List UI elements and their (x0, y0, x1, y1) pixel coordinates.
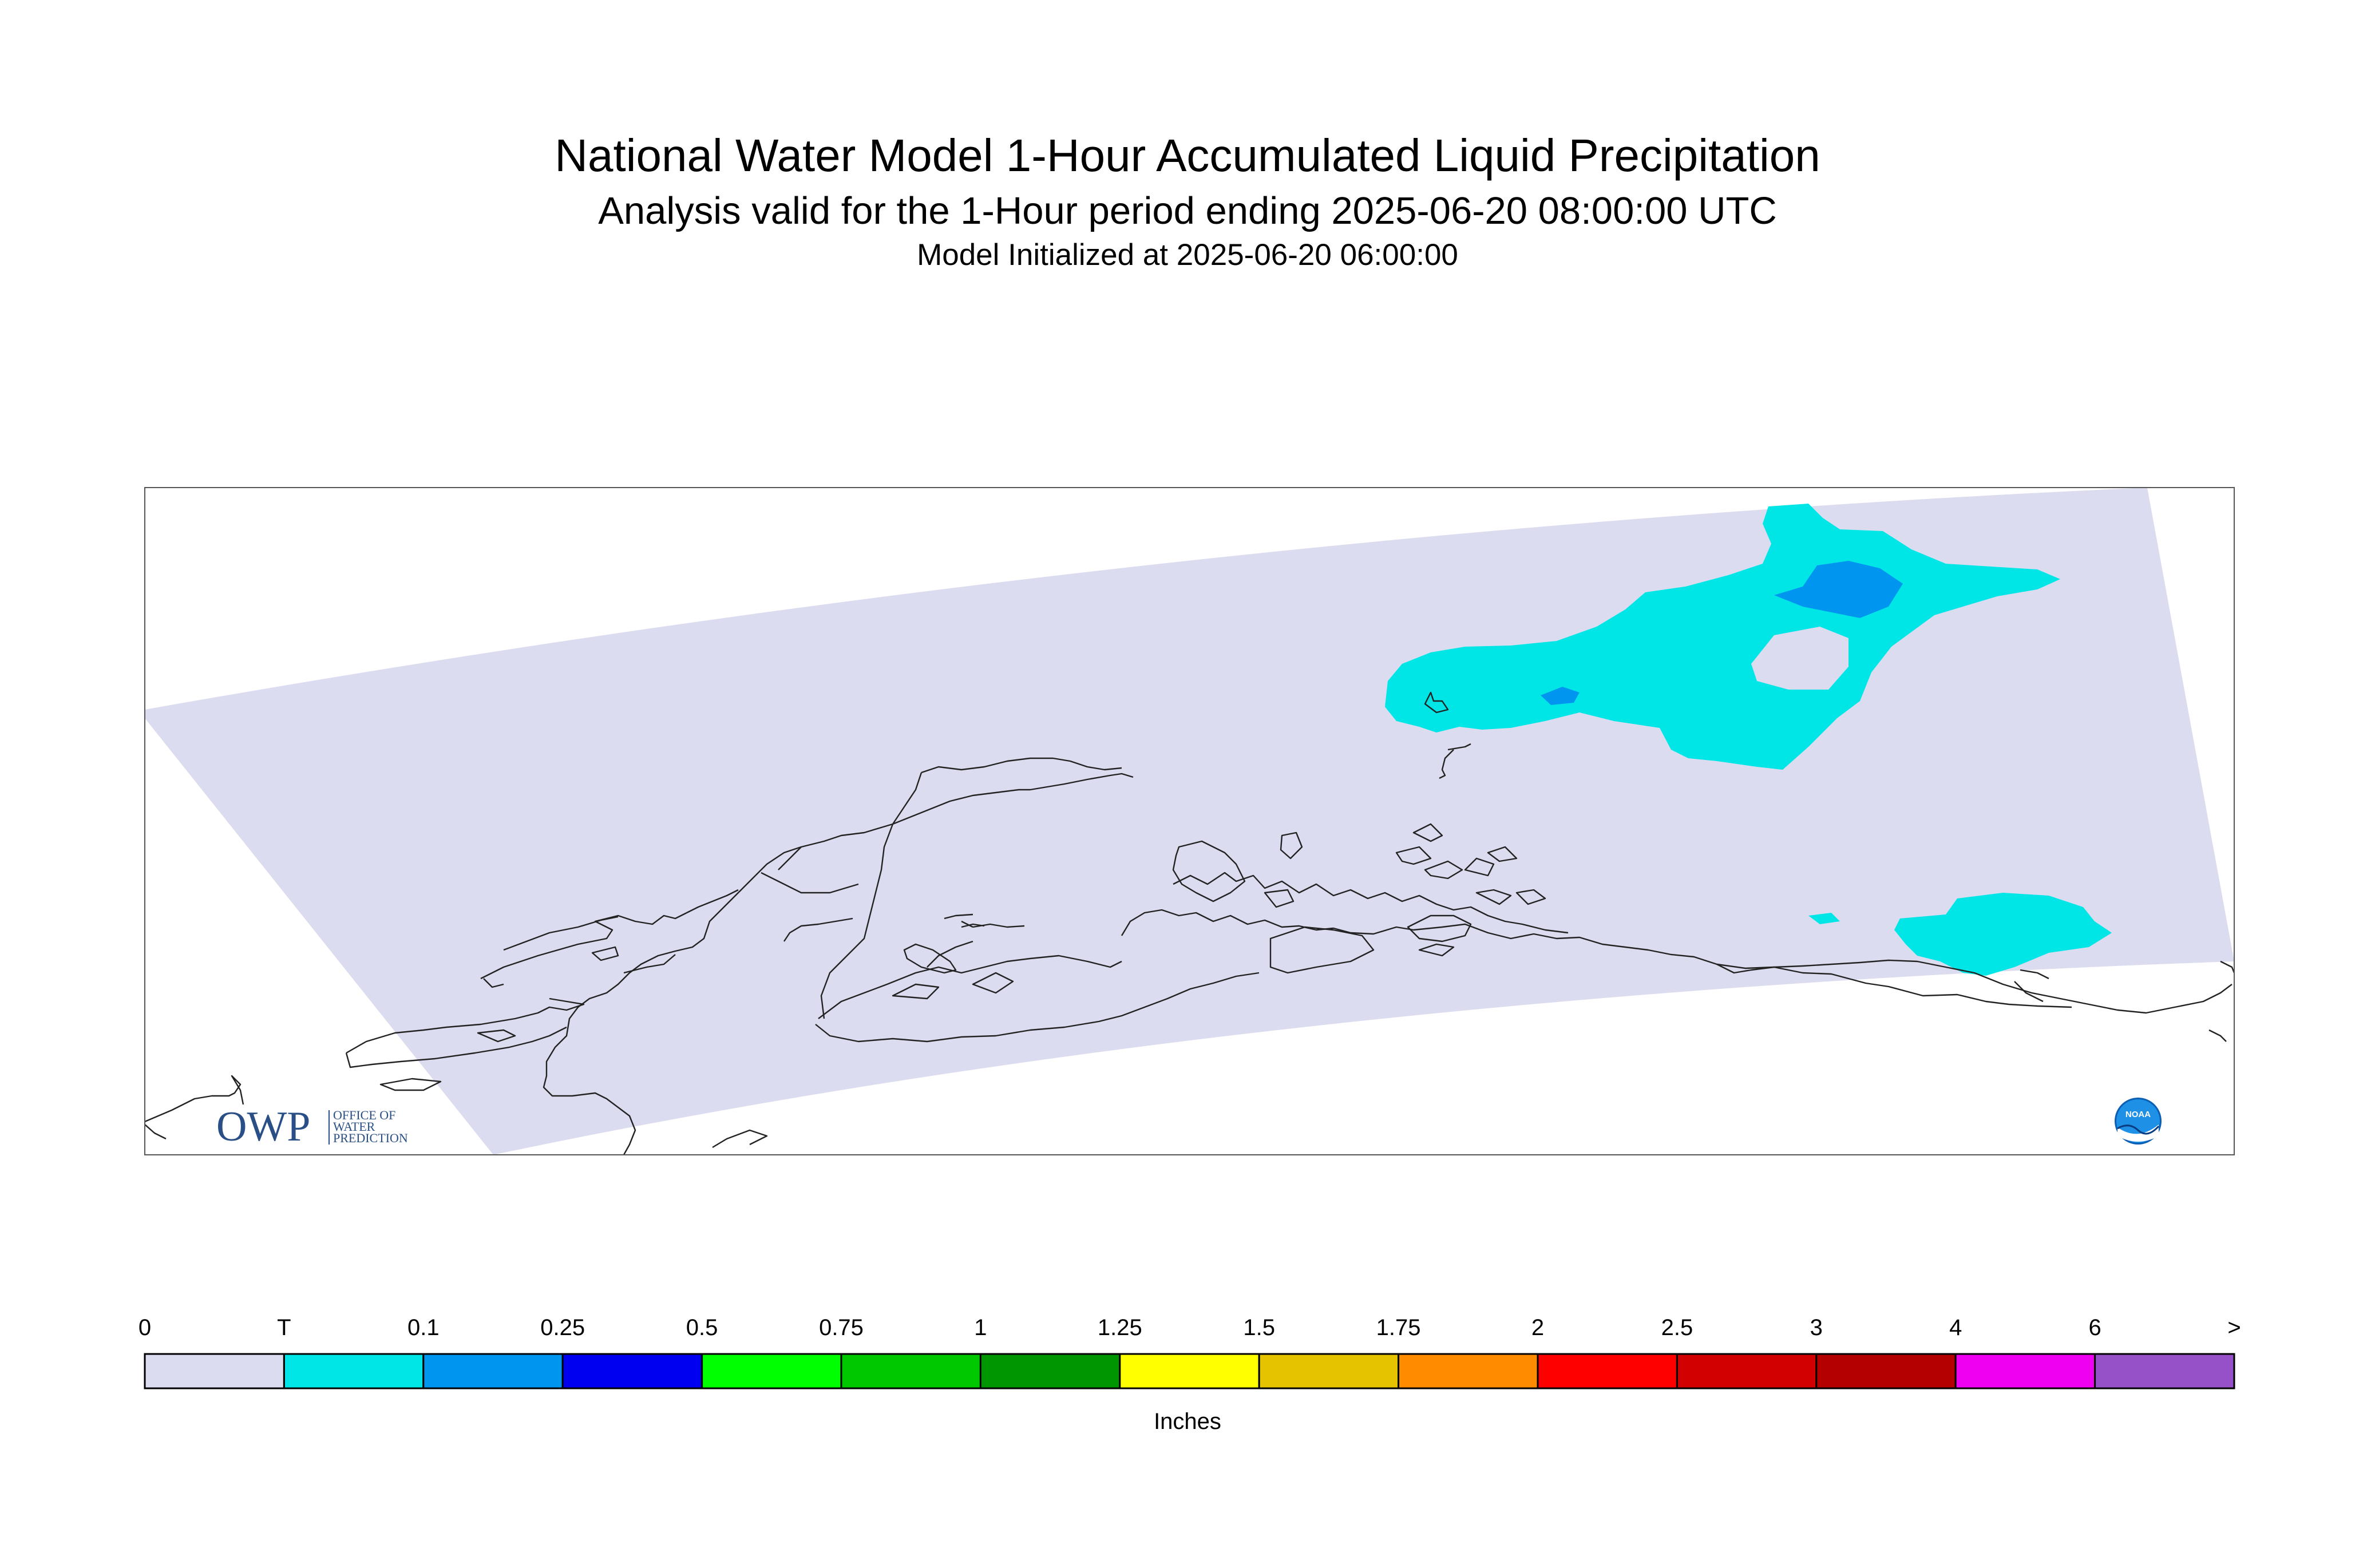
colorbar-swatch-2 (422, 1353, 564, 1389)
precip-core-0.1-north (1774, 561, 1903, 618)
colorbar-swatch-11 (1676, 1353, 1818, 1389)
precip-area-trace-southeast (1808, 893, 2112, 976)
map-title: National Water Model 1-Hour Accumulated … (555, 130, 1820, 181)
colorbar (144, 1353, 2235, 1389)
noaa-logo-letters: NOAA (2125, 1110, 2151, 1119)
colorbar-tick-label: 2.5 (1661, 1315, 1693, 1340)
owp-logo-line2: WATER (333, 1119, 375, 1134)
colorbar-tick-label: 1.75 (1376, 1315, 1421, 1340)
colorbar-swatch-10 (1537, 1353, 1678, 1389)
owp-logo-letters: OWP (216, 1103, 310, 1150)
colorbar-swatch-0 (144, 1353, 285, 1389)
colorbar-units-label: Inches (1154, 1409, 1221, 1434)
model-init-line: Model Initialized at 2025-06-20 06:00:00 (917, 238, 1458, 272)
colorbar-swatch-14 (2094, 1353, 2235, 1389)
map-frame (144, 487, 2235, 1155)
colorbar-swatch-7 (1119, 1353, 1260, 1389)
colorbar-tick-label: 6 (2088, 1315, 2101, 1340)
colorbar-swatch-6 (979, 1353, 1121, 1389)
colorbar-tick-label: 0.75 (819, 1315, 864, 1340)
colorbar-swatch-9 (1398, 1353, 1539, 1389)
map-subtitle: Analysis valid for the 1-Hour period end… (598, 189, 1777, 232)
colorbar-tick-label: 0.1 (407, 1315, 440, 1340)
colorbar-swatch-12 (1815, 1353, 1957, 1389)
colorbar-tick-label: 1.25 (1097, 1315, 1142, 1340)
owp-logo-line3: PREDICTION (333, 1131, 408, 1145)
colorbar-swatch-1 (283, 1353, 425, 1389)
colorbar-tick-label: T (277, 1315, 291, 1340)
coastlines (145, 691, 2234, 1155)
colorbar-tick-label: 2 (1531, 1315, 1545, 1340)
precip-core-0.1-west (1541, 687, 1580, 705)
colorbar-tick-label: 4 (1949, 1315, 1962, 1340)
colorbar-tick-label: 1 (974, 1315, 987, 1340)
colorbar-swatch-5 (840, 1353, 981, 1389)
colorbar-swatch-13 (1954, 1353, 2096, 1389)
colorbar-tick-label: 0 (138, 1315, 152, 1340)
colorbar-tick-label: 1.5 (1243, 1315, 1275, 1340)
colorbar-tick-label: 0.5 (686, 1315, 718, 1340)
noaa-logo: NOAA (2115, 1098, 2162, 1145)
colorbar-tick-label: 3 (1810, 1315, 1823, 1340)
colorbar-swatch-4 (701, 1353, 842, 1389)
colorbar-swatch-8 (1258, 1353, 1400, 1389)
colorbar-tick-label: > (2227, 1315, 2241, 1340)
owp-logo: OWP OFFICE OF WATER PREDICTION (216, 1103, 408, 1150)
owp-logo-line1: OFFICE OF (333, 1108, 395, 1122)
colorbar-tick-label: 0.25 (540, 1315, 585, 1340)
colorbar-swatch-3 (561, 1353, 703, 1389)
